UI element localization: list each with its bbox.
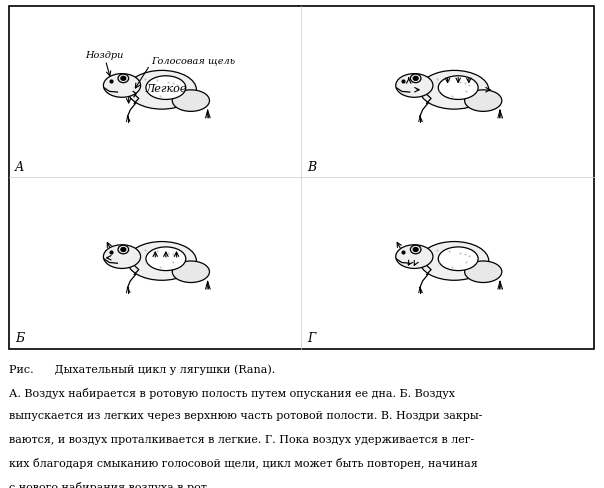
Ellipse shape: [103, 245, 141, 269]
Text: А. Воздух набирается в ротовую полость путем опускания ее дна. Б. Воздух: А. Воздух набирается в ротовую полость п…: [9, 387, 455, 398]
Circle shape: [410, 245, 421, 254]
Text: ваются, и воздух проталкивается в легкие. Г. Пока воздух удерживается в лег-: ваются, и воздух проталкивается в легкие…: [9, 434, 474, 444]
Ellipse shape: [396, 245, 433, 269]
Text: А: А: [15, 160, 25, 173]
Bar: [9, 7, 594, 349]
Text: Рис.      Дыхательный цикл у лягушки (Rana).: Рис. Дыхательный цикл у лягушки (Rana).: [9, 364, 275, 374]
Ellipse shape: [172, 91, 210, 112]
Circle shape: [121, 77, 126, 81]
Ellipse shape: [420, 242, 489, 281]
Ellipse shape: [172, 262, 210, 283]
Circle shape: [413, 77, 418, 81]
Text: выпускается из легких через верхнюю часть ротовой полости. В. Ноздри закры-: выпускается из легких через верхнюю част…: [9, 410, 483, 420]
Circle shape: [121, 248, 126, 252]
Circle shape: [118, 75, 129, 83]
Text: Г: Г: [307, 331, 316, 344]
Circle shape: [413, 248, 418, 252]
Ellipse shape: [420, 71, 489, 110]
Ellipse shape: [127, 71, 196, 110]
Circle shape: [410, 75, 421, 83]
Ellipse shape: [396, 75, 433, 98]
Text: с нового набирания воздуха в рот.: с нового набирания воздуха в рот.: [9, 481, 210, 488]
Text: Легкое: Легкое: [145, 83, 187, 93]
Ellipse shape: [127, 242, 196, 281]
Text: Голосовая щель: Голосовая щель: [151, 56, 235, 65]
Ellipse shape: [464, 262, 502, 283]
Ellipse shape: [146, 247, 186, 271]
Ellipse shape: [439, 77, 478, 100]
Text: Б: Б: [15, 331, 24, 344]
Text: В: В: [307, 160, 316, 173]
Ellipse shape: [146, 77, 186, 100]
Ellipse shape: [464, 91, 502, 112]
Circle shape: [118, 245, 129, 254]
Text: ких благодаря смыканию голосовой щели, цикл может быть повторен, начиная: ких благодаря смыканию голосовой щели, ц…: [9, 457, 478, 468]
Text: Ноздри: Ноздри: [85, 51, 123, 60]
Ellipse shape: [103, 75, 141, 98]
Ellipse shape: [439, 247, 478, 271]
